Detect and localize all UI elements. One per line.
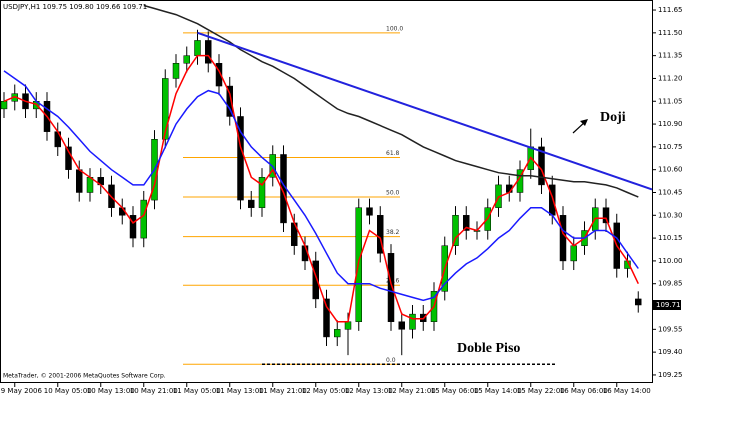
x-tick-label: 16 May 06:00 (560, 387, 608, 395)
x-tick-label: 15 May 22:00 (517, 387, 565, 395)
candle-body (162, 78, 169, 140)
candle-body (323, 298, 330, 338)
candle-body (377, 215, 384, 254)
annotation: Doji (600, 110, 626, 125)
annotation: Doble Piso (457, 341, 520, 356)
candle-body (172, 63, 180, 79)
chart-title: USDJPY,H1 109.75 109.80 109.66 109.71 (3, 3, 147, 11)
candle-body (237, 116, 244, 201)
candle-body (635, 298, 642, 306)
x-tick-label: 12 May 21:00 (388, 387, 436, 395)
x-tick-label: 11 May 21:00 (259, 387, 307, 395)
y-tick-label: 110.15 (658, 234, 683, 242)
y-tick-label: 111.50 (658, 29, 683, 37)
x-tick-label: 12 May 13:00 (345, 387, 393, 395)
candle-body (344, 321, 352, 330)
candle-body (602, 207, 610, 224)
moving-average (3, 54, 639, 323)
x-tick-label: 11 May 05:00 (173, 387, 221, 395)
candle-body (398, 321, 405, 330)
y-tick-label: 110.75 (658, 143, 683, 151)
x-tick-label: 11 May 13:00 (216, 387, 264, 395)
current-price: 109.71 (656, 301, 681, 309)
y-tick-label: 111.35 (658, 52, 683, 60)
candle-body (312, 260, 319, 300)
moving-average (3, 70, 639, 302)
candle-body (334, 329, 341, 338)
footer: MetaTrader, © 2001-2006 MetaQuotes Softw… (3, 373, 166, 380)
candle-body (366, 207, 373, 216)
candle-body (559, 215, 567, 262)
candle-body (409, 313, 416, 330)
candle-body (570, 245, 577, 262)
fib-label: 38.2 (386, 229, 400, 236)
x-tick-label: 12 May 05:00 (302, 387, 350, 395)
y-tick-label: 110.90 (658, 120, 683, 128)
plot: 100.061.850.038.223.60.0 (0, 4, 653, 366)
x-tick-label: 9 May 2006 (1, 387, 43, 395)
candle-body (387, 253, 395, 322)
candle-body (549, 184, 556, 216)
candle-body (463, 215, 470, 231)
x-tick-label: 10 May 13:00 (87, 387, 135, 395)
y-tick-label: 109.85 (658, 280, 683, 288)
candle-body (129, 215, 137, 239)
fib-label: 100.0 (386, 25, 403, 32)
y-tick-label: 109.40 (658, 348, 683, 356)
candle-body (140, 199, 147, 239)
fib-label: 61.8 (386, 150, 400, 157)
candle-body (0, 101, 8, 110)
candle-body (226, 85, 233, 117)
y-tick-label: 110.60 (658, 166, 683, 174)
candle-body (215, 63, 223, 87)
candle-body (76, 169, 83, 193)
y-tick-label: 111.65 (658, 6, 683, 14)
fib-label: 0.0 (386, 357, 396, 364)
fib-label: 50.0 (386, 190, 400, 197)
candle-body (183, 55, 190, 64)
y-tick-label: 111.05 (658, 97, 683, 105)
y-tick-label: 110.45 (658, 188, 683, 196)
candle-body (248, 199, 255, 208)
arrow-head (580, 119, 588, 126)
trend-line (197, 31, 653, 191)
y-tick-label: 110.30 (658, 211, 683, 219)
candle-body (194, 40, 201, 56)
price-box (653, 300, 681, 311)
y-tick-label: 111.20 (658, 74, 683, 82)
y-tick-label: 110.00 (658, 257, 683, 265)
candle-body (452, 215, 459, 246)
candle-body (258, 177, 266, 208)
y-tick-label: 109.55 (658, 325, 683, 333)
candle-body (65, 146, 72, 170)
x-tick-label: 16 May 14:00 (603, 387, 651, 395)
x-tick-label: 10 May 21:00 (130, 387, 178, 395)
moving-average (143, 4, 639, 198)
x-tick-label: 15 May 06:00 (431, 387, 479, 395)
y-tick-label: 109.25 (658, 371, 683, 379)
x-tick-label: 15 May 14:00 (474, 387, 522, 395)
candle-body (205, 40, 212, 64)
x-tick-label: 10 May 05:00 (44, 387, 92, 395)
